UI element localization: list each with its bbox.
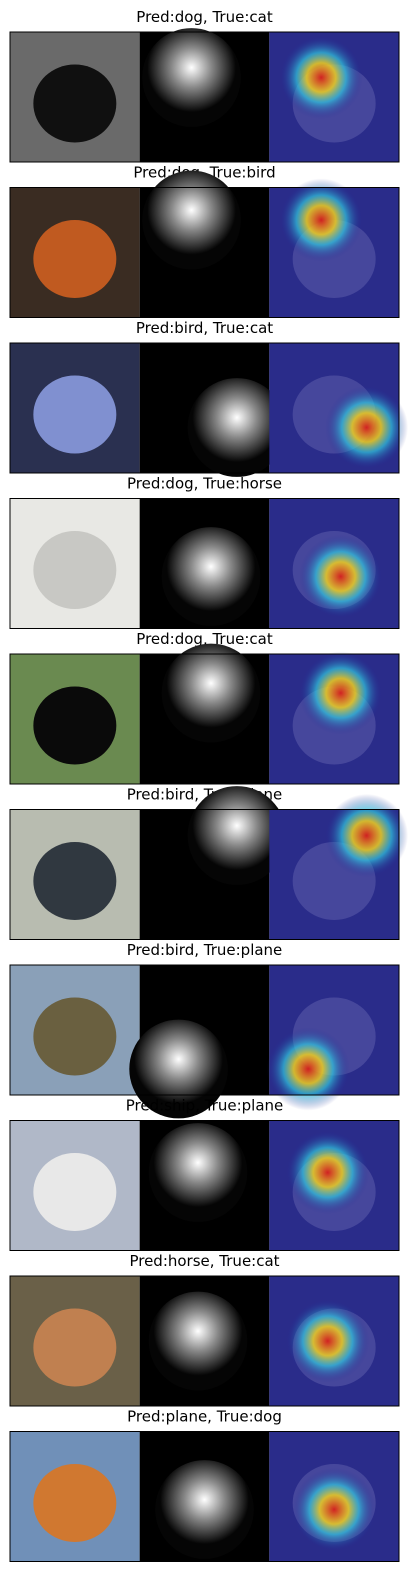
- panel: Pred:dog, True:cat: [9, 8, 400, 163]
- overlay-heat: [286, 1299, 370, 1383]
- panel-title: Pred:dog, True:cat: [136, 8, 273, 26]
- panel: Pred:plane, True:dog: [9, 1408, 400, 1562]
- cam-map: [155, 1460, 254, 1559]
- panel-title: Pred:ship, True:plane: [126, 1097, 284, 1115]
- panel: Pred:dog, True:horse: [9, 475, 400, 629]
- panel-title: Pred:plane, True:dog: [127, 1408, 282, 1426]
- cam-map: [187, 786, 287, 885]
- panel-frame: [9, 498, 400, 629]
- panel-title: Pred:bird, True:cat: [136, 319, 273, 337]
- panel-frame: [9, 1431, 400, 1562]
- overlay-heat: [299, 651, 383, 735]
- image-subject: [33, 686, 117, 765]
- cam-map: [142, 28, 241, 127]
- cam-map: [161, 527, 261, 626]
- overlay-heat: [279, 178, 363, 262]
- cam-map: [129, 1019, 228, 1119]
- overlay-heat: [292, 1467, 376, 1552]
- image-subject: [33, 1464, 117, 1542]
- panel-title: Pred:bird, True:plane: [127, 941, 283, 959]
- panel-title: Pred:dog, True:cat: [136, 630, 273, 648]
- overlay-heat: [325, 793, 409, 878]
- panel-frame: [9, 809, 400, 940]
- image-subject: [33, 997, 117, 1076]
- panel: Pred:dog, True:cat: [9, 630, 400, 785]
- panel-frame: [9, 653, 400, 785]
- overlay-heat: [266, 1027, 350, 1111]
- overlay-heat: [279, 35, 363, 120]
- overlay-heat: [325, 385, 409, 470]
- panel-title: Pred:horse, True:cat: [129, 1252, 279, 1270]
- panel: Pred:dog, True:bird: [9, 164, 400, 318]
- panel-frame: [9, 342, 400, 474]
- image-subject: [33, 842, 117, 920]
- panel-frame: [9, 964, 400, 1096]
- panel: Pred:horse, True:cat: [9, 1252, 400, 1407]
- overlay-heat: [286, 1130, 370, 1215]
- cam-map: [187, 378, 287, 477]
- panel: Pred:bird, True:plane: [9, 941, 400, 1119]
- panel-frame: [9, 31, 400, 163]
- overlay-heat: [299, 534, 383, 619]
- panel-frame: [9, 1275, 400, 1407]
- panel: Pred:bird, True:cat: [9, 319, 409, 477]
- cam-map: [148, 1291, 248, 1391]
- image-subject: [33, 220, 117, 298]
- image-subject: [33, 64, 117, 143]
- panel: Pred:bird, True:plane: [9, 786, 409, 940]
- cam-map: [148, 1123, 248, 1222]
- panel: Pred:ship, True:plane: [9, 1097, 400, 1251]
- image-subject: [33, 1308, 117, 1387]
- panel-title: Pred:dog, True:horse: [127, 475, 282, 493]
- panel-frame: [9, 187, 400, 318]
- image-subject: [33, 531, 117, 609]
- image-subject: [33, 375, 117, 454]
- cam-map: [161, 643, 261, 743]
- cam-map: [142, 170, 241, 270]
- panel-frame: [9, 1120, 400, 1251]
- image-subject: [33, 1153, 117, 1231]
